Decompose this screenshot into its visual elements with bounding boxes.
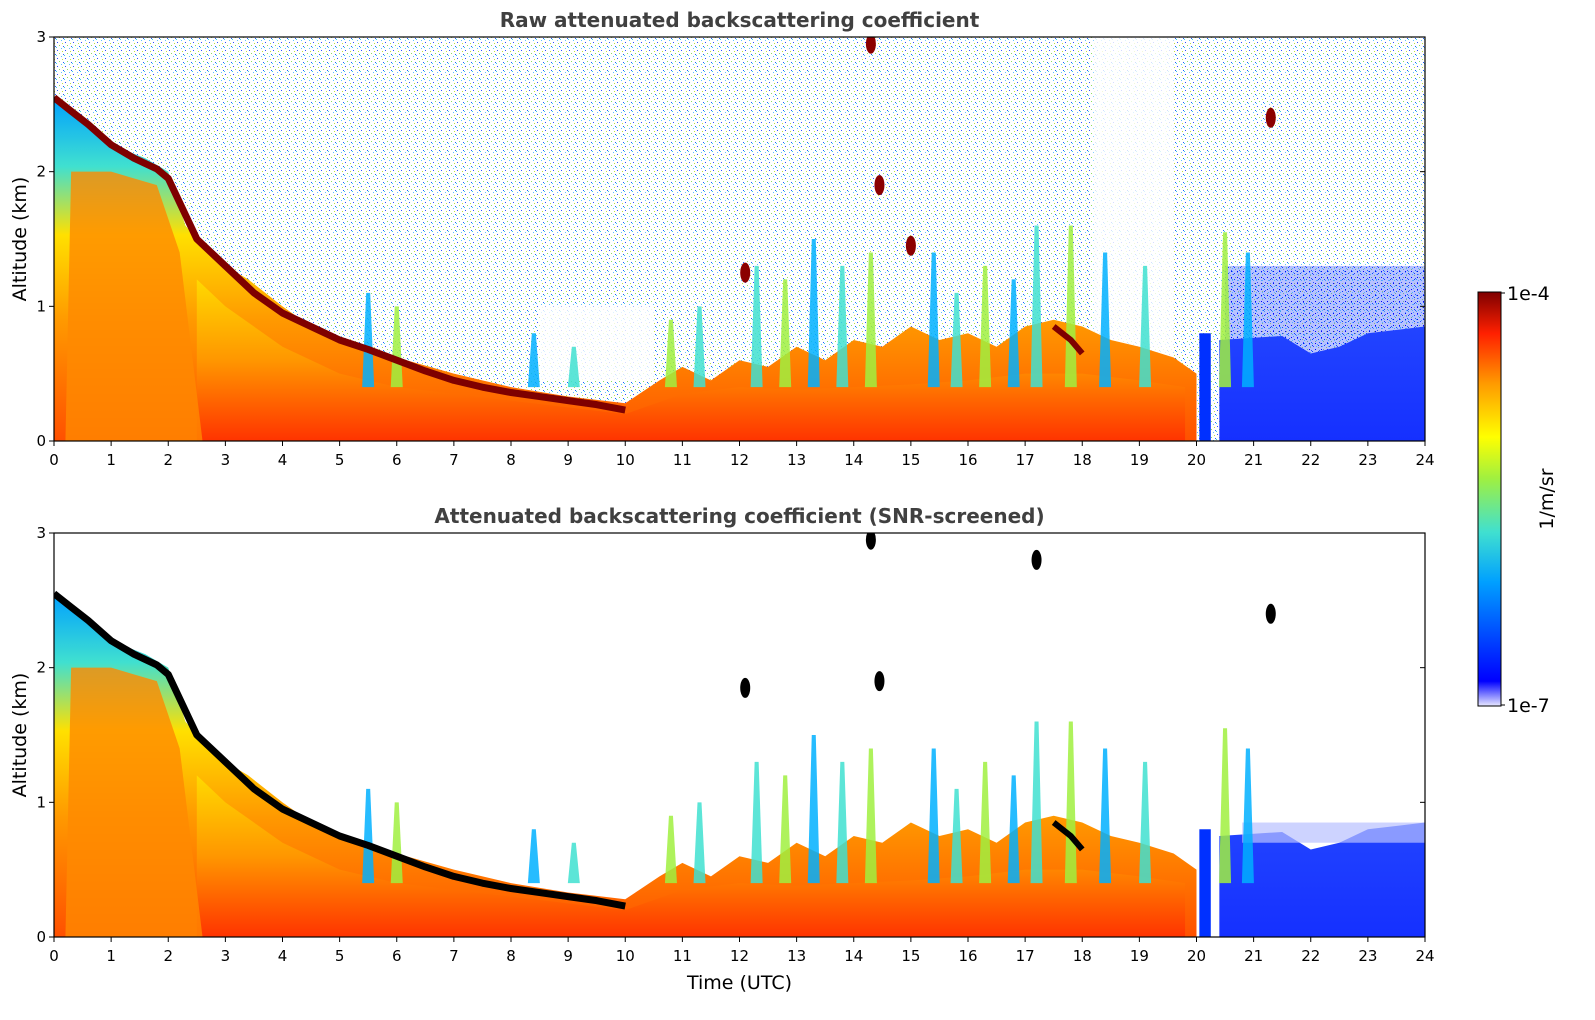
y-tick-label: 0 xyxy=(36,432,46,450)
isolated-cloud xyxy=(874,671,885,692)
x-tick-label: 20 xyxy=(1187,947,1206,965)
x-tick-label: 17 xyxy=(1016,451,1035,469)
night-low-layer xyxy=(1219,326,1425,441)
x-tick-label: 4 xyxy=(278,947,288,965)
x-tick-label: 16 xyxy=(958,947,977,965)
x-tick-label: 12 xyxy=(730,947,749,965)
y-tick-label: 3 xyxy=(36,28,46,46)
isolated-cloud xyxy=(865,37,876,54)
x-tick-label: 23 xyxy=(1358,947,1377,965)
x-tick-label: 5 xyxy=(335,947,345,965)
y-tick-label: 3 xyxy=(36,524,46,542)
x-tick-label: 9 xyxy=(563,451,573,469)
x-tick-label: 23 xyxy=(1358,451,1377,469)
x-tick-label: 5 xyxy=(335,451,345,469)
night-low-layer xyxy=(1219,822,1425,937)
x-tick-label: 21 xyxy=(1244,451,1263,469)
y-tick-label: 1 xyxy=(36,793,46,811)
x-tick-label: 18 xyxy=(1073,451,1092,469)
isolated-cloud xyxy=(740,262,751,283)
x-tick-label: 14 xyxy=(844,451,863,469)
x-tick-label: 7 xyxy=(449,451,459,469)
isolated-cloud xyxy=(740,677,751,698)
x-tick-label: 2 xyxy=(163,947,173,965)
x-tick-label: 10 xyxy=(616,451,635,469)
x-tick-label: 18 xyxy=(1073,947,1092,965)
x-tick-label: 22 xyxy=(1301,451,1320,469)
x-tick-label: 13 xyxy=(787,947,806,965)
x-tick-label: 14 xyxy=(844,947,863,965)
isolated-cloud xyxy=(1031,549,1042,570)
isolated-cloud xyxy=(905,235,916,256)
x-tick-label: 11 xyxy=(673,947,692,965)
x-tick-label: 9 xyxy=(563,947,573,965)
x-tick-label: 24 xyxy=(1415,451,1434,469)
plot-panel-1: Raw attenuated backscattering coefficien… xyxy=(9,8,1435,469)
x-tick-label: 2 xyxy=(163,451,173,469)
x-tick-label: 19 xyxy=(1130,451,1149,469)
x-tick-label: 17 xyxy=(1016,947,1035,965)
isolated-cloud xyxy=(865,533,876,550)
y-tick-label: 2 xyxy=(36,163,46,181)
x-tick-label: 6 xyxy=(392,451,402,469)
y-axis-label: Altitude (km) xyxy=(9,177,31,302)
colorbar: 1e-4 1e-7 1/m/sr xyxy=(1477,283,1558,717)
x-tick-label: 8 xyxy=(506,451,516,469)
plot-panel-2: Attenuated backscattering coefficient (S… xyxy=(9,504,1435,994)
y-tick-label: 1 xyxy=(36,297,46,315)
x-tick-label: 4 xyxy=(278,451,288,469)
x-tick-label: 12 xyxy=(730,451,749,469)
isolated-cloud xyxy=(1265,603,1276,624)
boundary-layer-core xyxy=(196,775,1186,937)
x-tick-label: 8 xyxy=(506,947,516,965)
x-tick-label: 3 xyxy=(221,451,231,469)
x-tick-label: 1 xyxy=(106,947,116,965)
heatmap-area xyxy=(54,37,1425,441)
isolated-cloud xyxy=(1265,107,1276,128)
x-tick-label: 20 xyxy=(1187,451,1206,469)
x-tick-label: 16 xyxy=(958,451,977,469)
x-tick-label: 10 xyxy=(616,947,635,965)
x-tick-label: 0 xyxy=(49,451,59,469)
x-tick-label: 15 xyxy=(901,947,920,965)
x-tick-label: 13 xyxy=(787,451,806,469)
x-tick-label: 6 xyxy=(392,947,402,965)
colorbar-gradient xyxy=(1477,291,1502,707)
y-tick-label: 0 xyxy=(36,928,46,946)
x-axis-label: Time (UTC) xyxy=(686,972,792,994)
colorbar-label: 1/m/sr xyxy=(1536,468,1558,529)
y-tick-label: 2 xyxy=(36,659,46,677)
colorbar-min-label: 1e-7 xyxy=(1507,695,1550,717)
colorbar-max-label: 1e-4 xyxy=(1507,283,1550,305)
x-tick-label: 3 xyxy=(221,947,231,965)
x-tick-label: 0 xyxy=(49,947,59,965)
x-tick-label: 19 xyxy=(1130,947,1149,965)
x-tick-label: 24 xyxy=(1415,947,1434,965)
boundary-layer-top-line xyxy=(54,590,626,910)
plot-title: Raw attenuated backscattering coefficien… xyxy=(500,8,980,32)
boundary-layer xyxy=(54,593,1197,937)
boundary-layer xyxy=(54,97,1197,441)
x-tick-label: 15 xyxy=(901,451,920,469)
plot-title: Attenuated backscattering coefficient (S… xyxy=(434,504,1044,528)
boundary-layer-top-line xyxy=(54,94,626,414)
boundary-layer-core xyxy=(196,279,1186,441)
y-axis-label: Altitude (km) xyxy=(9,673,31,798)
x-tick-label: 21 xyxy=(1244,947,1263,965)
x-tick-label: 11 xyxy=(673,451,692,469)
isolated-cloud xyxy=(874,175,885,196)
x-tick-label: 22 xyxy=(1301,947,1320,965)
heatmap-area xyxy=(54,533,1425,937)
x-tick-label: 1 xyxy=(106,451,116,469)
x-tick-label: 7 xyxy=(449,947,459,965)
